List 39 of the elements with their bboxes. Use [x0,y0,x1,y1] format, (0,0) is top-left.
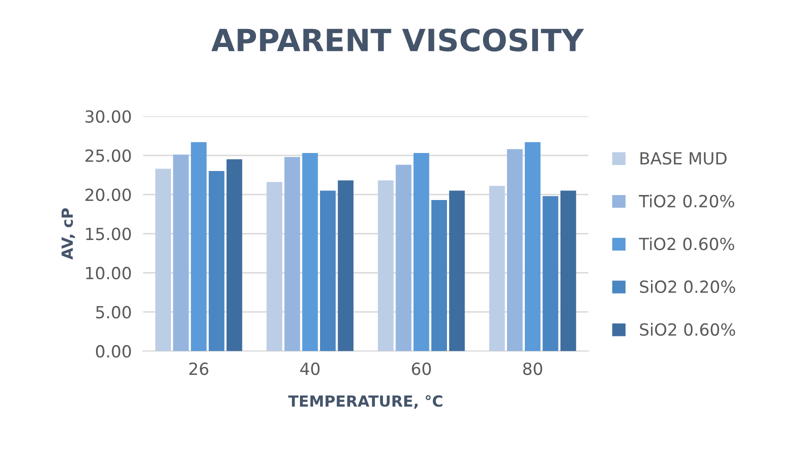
y-tick-label: 25.00 [85,149,131,162]
bar [524,142,540,352]
x-tick-label: 40 [300,362,320,376]
x-tick-label: 26 [189,362,208,376]
legend-label: SiO2 0.20% [640,280,736,294]
bar [190,142,207,352]
bar [338,180,354,352]
bar [489,186,505,352]
y-tick-label: 15.00 [86,228,131,240]
bar [449,190,465,352]
bar [155,168,171,352]
bar [320,190,336,352]
legend-label: TiO2 0.20% [638,194,734,208]
y-tick-label: 10.00 [86,266,131,280]
bar [173,154,189,352]
bar [284,156,300,352]
legend-label: SiO2 0.60% [640,322,736,336]
bar [266,182,282,352]
bar [542,196,558,352]
bar [302,153,318,352]
bar [378,180,394,352]
y-tick-label: 5.00 [96,306,131,319]
x-tick-label: 80 [523,362,542,376]
bar [396,164,412,352]
y-tick-label: 0.00 [96,345,131,358]
bar [208,171,224,352]
bar [414,153,430,352]
chart-title: APPARENT VISCOSITY [211,28,584,52]
bar [560,190,576,352]
legend-label: TiO2 0.60% [638,237,734,250]
y-tick-label: 30.00 [86,110,131,123]
legend-label: BASE MUD [640,152,727,165]
y-axis-title: AV, cP [62,208,75,260]
x-tick-label: 60 [412,362,431,376]
y-tick-label: 20.00 [85,188,131,202]
bar [507,149,523,352]
x-axis-title: TEMPERATURE, °C [288,395,442,409]
bar [431,200,447,352]
bar [226,159,242,352]
